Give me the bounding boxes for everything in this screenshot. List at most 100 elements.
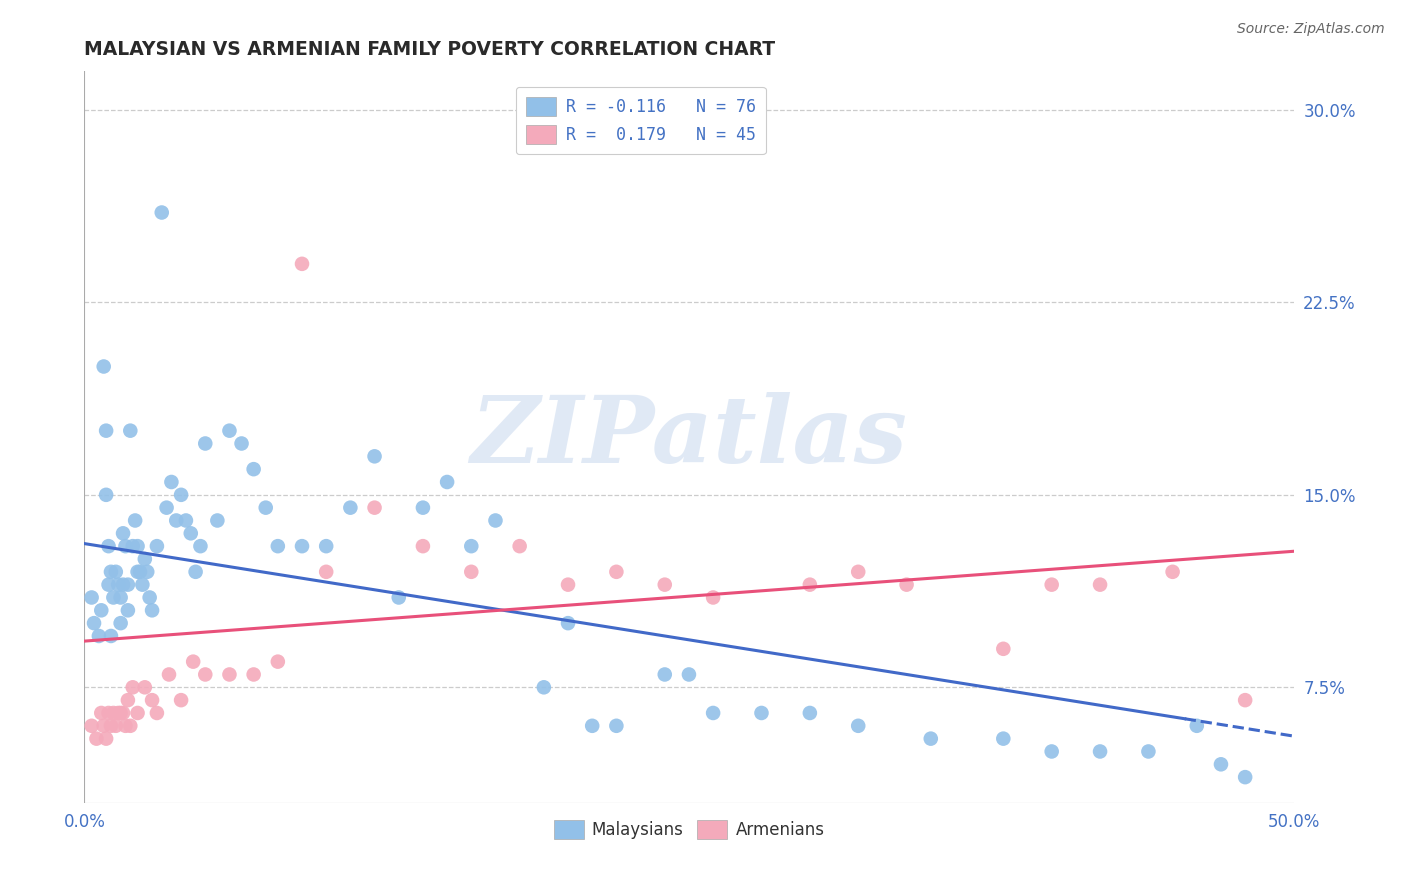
Point [339, 500, 361, 515]
Point [1209, 757, 1232, 772]
Point [181, 655, 204, 669]
Point [107, 706, 129, 720]
Point [460, 539, 482, 553]
Point [127, 565, 149, 579]
Point [117, 577, 139, 591]
Point [218, 667, 240, 681]
Point [1088, 744, 1111, 758]
Point [1234, 693, 1257, 707]
Point [1161, 565, 1184, 579]
Text: MALAYSIAN VS ARMENIAN FAMILY POVERTY CORRELATION CHART: MALAYSIAN VS ARMENIAN FAMILY POVERTY COR… [84, 39, 776, 59]
Point [207, 514, 229, 528]
Point [110, 591, 132, 605]
Point [124, 514, 146, 528]
Point [315, 565, 337, 579]
Point [1185, 719, 1208, 733]
Point [103, 706, 125, 720]
Point [165, 514, 187, 528]
Point [751, 706, 773, 720]
Point [112, 706, 135, 720]
Point [94, 488, 117, 502]
Point [799, 706, 821, 720]
Point [1088, 577, 1111, 591]
Point [150, 205, 173, 219]
Point [141, 603, 163, 617]
Point [267, 539, 290, 553]
Point [190, 539, 212, 553]
Point [80, 591, 103, 605]
Point [100, 565, 122, 579]
Point [509, 539, 531, 553]
Point [110, 706, 132, 720]
Point [97, 577, 120, 591]
Point [110, 616, 132, 631]
Point [104, 719, 127, 733]
Point [184, 565, 207, 579]
Point [678, 667, 700, 681]
Point [120, 719, 142, 733]
Point [363, 450, 385, 464]
Point [993, 641, 1015, 656]
Point [129, 565, 152, 579]
Point [363, 500, 385, 515]
Point [533, 681, 555, 695]
Point [1040, 577, 1063, 591]
Point [121, 539, 143, 553]
Point [134, 681, 156, 695]
Point [846, 719, 869, 733]
Point [114, 719, 136, 733]
Point [291, 539, 314, 553]
Point [654, 667, 676, 681]
Point [484, 514, 506, 528]
Point [267, 655, 290, 669]
Point [460, 565, 482, 579]
Point [157, 667, 180, 681]
Text: ZIPatlas: ZIPatlas [471, 392, 907, 482]
Point [131, 577, 153, 591]
Point [242, 462, 264, 476]
Point [114, 539, 136, 553]
Point [136, 565, 159, 579]
Point [605, 565, 627, 579]
Point [127, 539, 149, 553]
Point [174, 514, 197, 528]
Point [388, 591, 411, 605]
Point [993, 731, 1015, 746]
Point [557, 616, 579, 631]
Point [112, 577, 135, 591]
Point [86, 731, 108, 746]
Point [120, 424, 142, 438]
Point [1040, 744, 1063, 758]
Point [100, 629, 122, 643]
Point [218, 424, 240, 438]
Point [80, 719, 103, 733]
Point [242, 667, 264, 681]
Point [141, 693, 163, 707]
Point [121, 681, 143, 695]
Point [97, 539, 120, 553]
Point [90, 603, 112, 617]
Point [138, 591, 160, 605]
Point [581, 719, 603, 733]
Point [104, 565, 127, 579]
Point [127, 706, 149, 720]
Point [605, 719, 627, 733]
Point [155, 500, 177, 515]
Point [103, 591, 125, 605]
Point [1234, 770, 1257, 784]
Point [93, 719, 115, 733]
Point [412, 539, 434, 553]
Point [412, 500, 434, 515]
Point [920, 731, 942, 746]
Point [557, 577, 579, 591]
Point [117, 603, 139, 617]
Point [93, 359, 115, 374]
Point [94, 731, 117, 746]
Point [87, 629, 110, 643]
Point [194, 436, 217, 450]
Point [134, 552, 156, 566]
Point [170, 488, 193, 502]
Point [231, 436, 253, 450]
Point [1137, 744, 1160, 758]
Point [702, 706, 724, 720]
